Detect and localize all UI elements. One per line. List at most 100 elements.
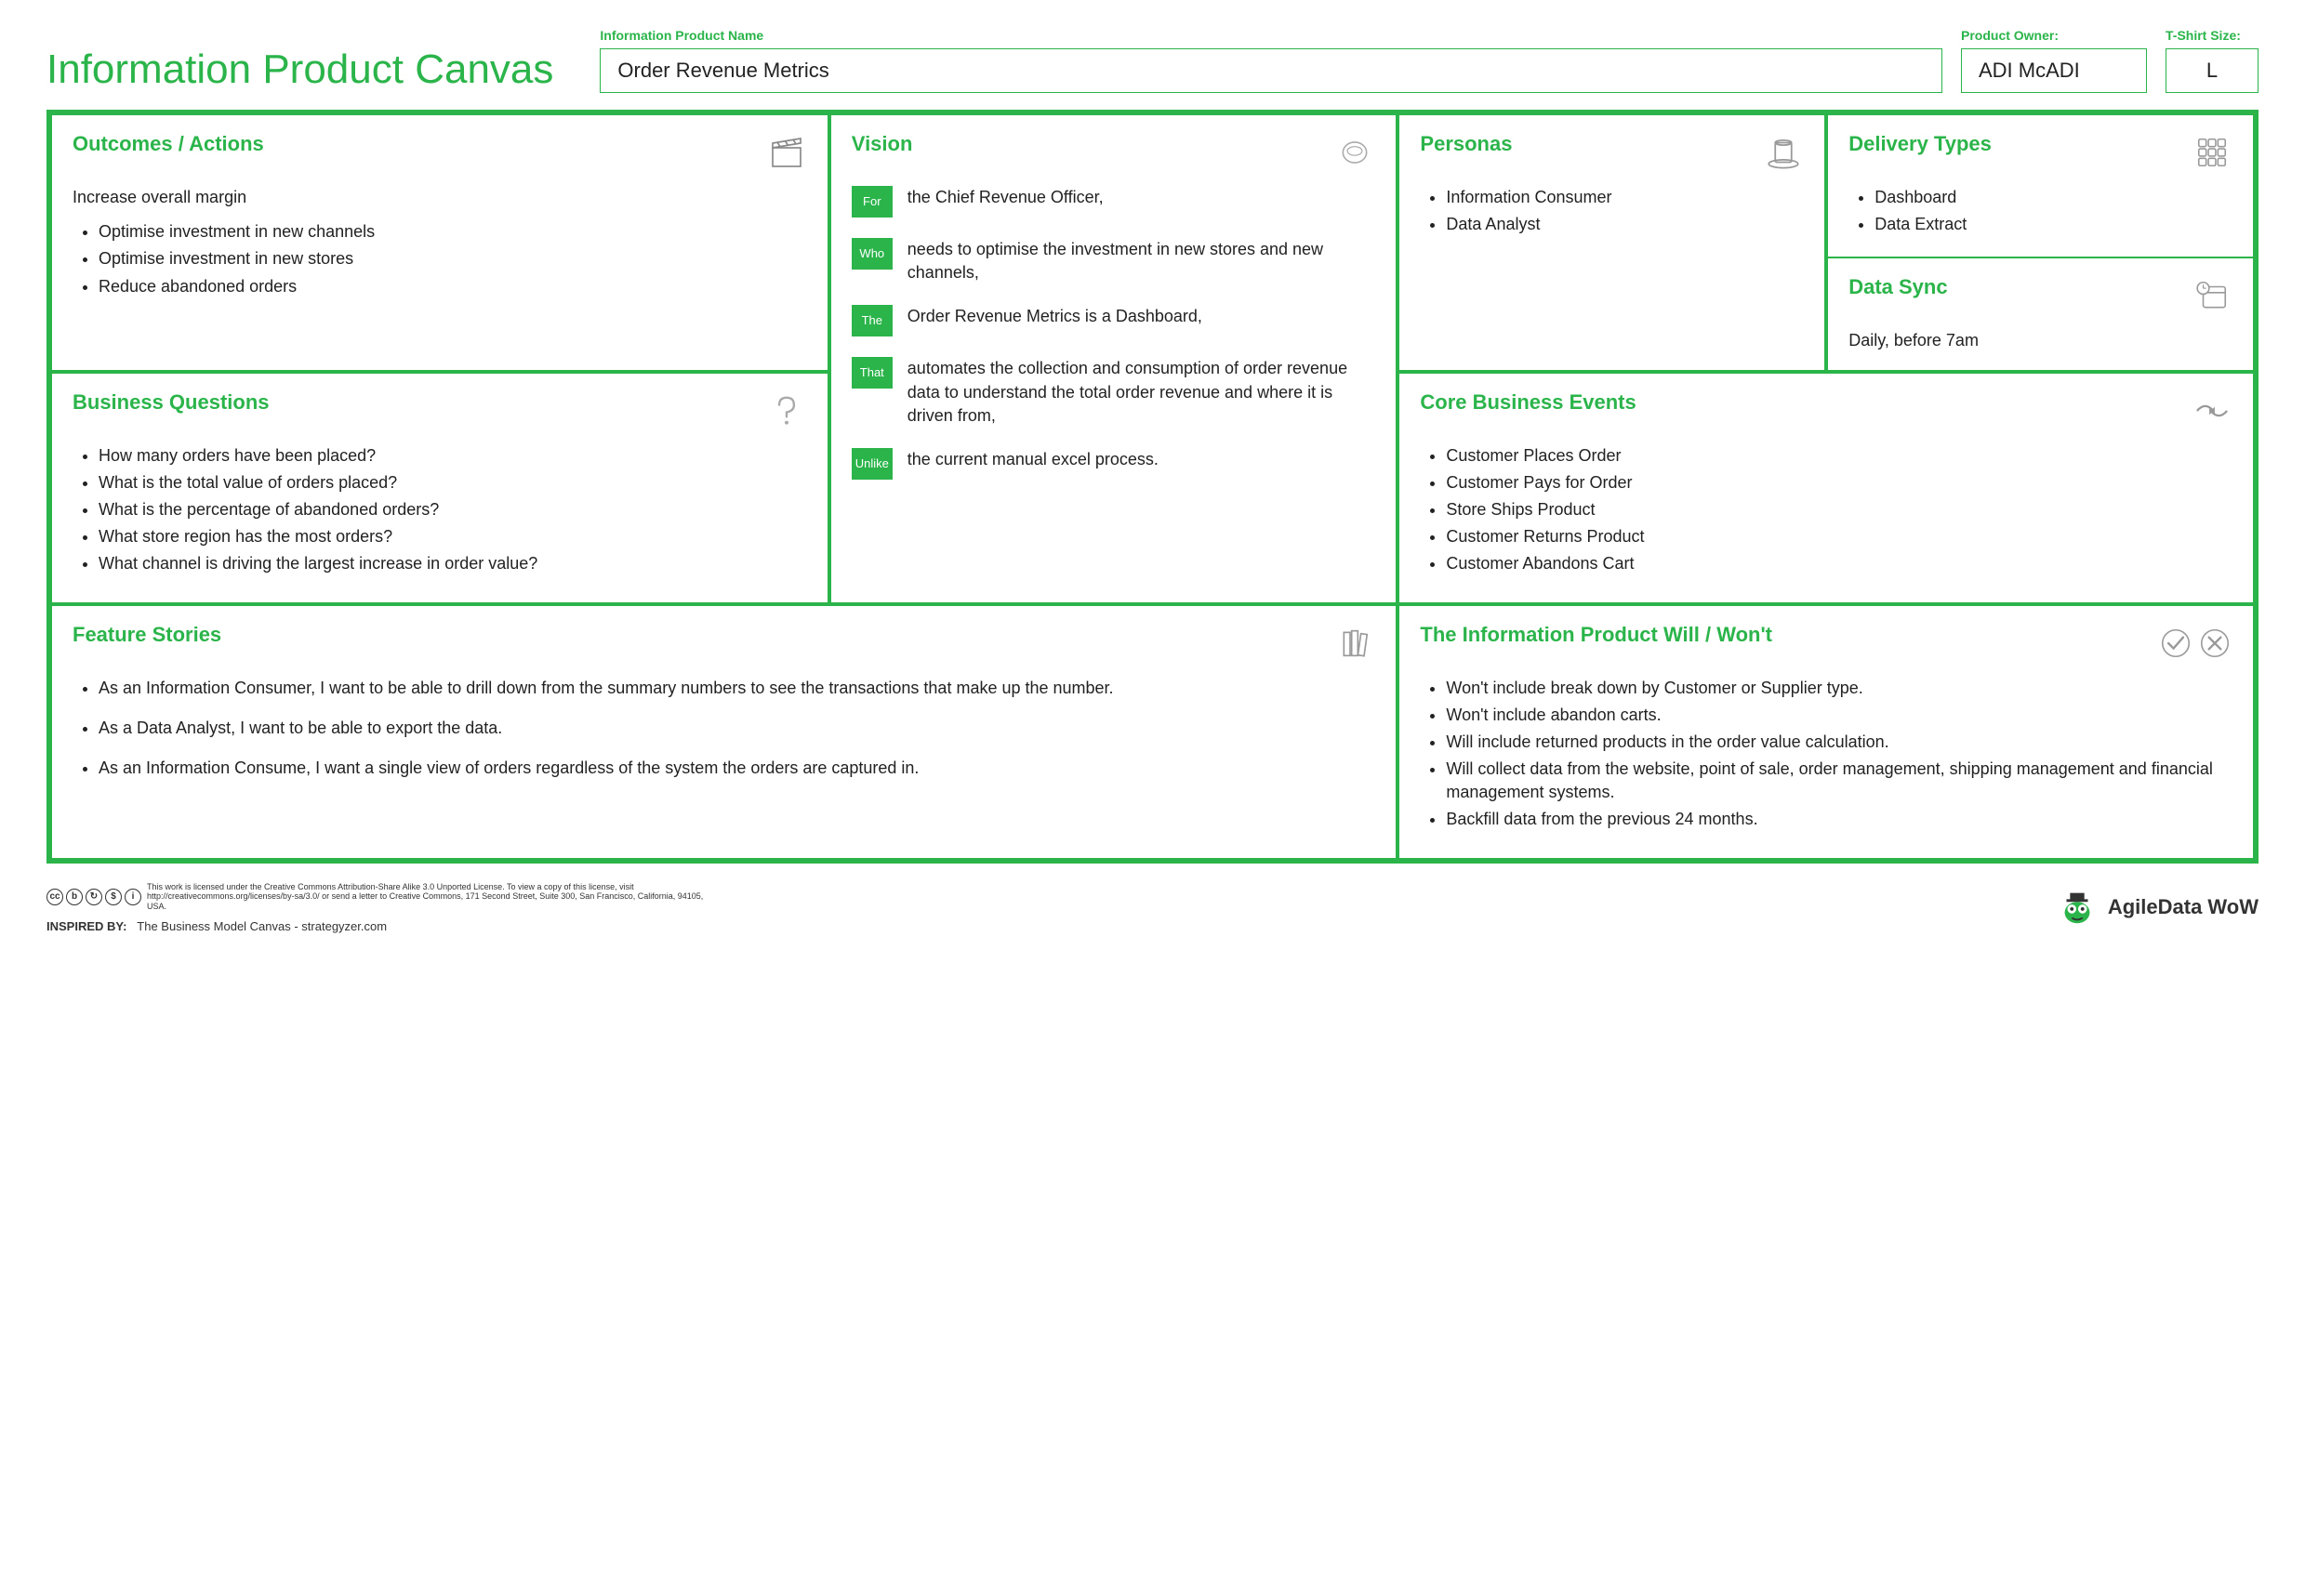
features-title: Feature Stories — [73, 623, 221, 647]
vision-text: Order Revenue Metrics is a Dashboard, — [907, 305, 1376, 328]
link-arrows-icon — [2192, 390, 2232, 431]
header-row: Information Product Canvas Information P… — [46, 28, 2259, 93]
list-item: Won't include abandon carts. — [1446, 704, 2232, 727]
delivery-list: Dashboard Data Extract — [1848, 186, 2232, 236]
vision-tag: Who — [852, 238, 893, 270]
sync-title: Data Sync — [1848, 275, 1947, 299]
owner-value[interactable]: ADI McADI — [1961, 48, 2147, 93]
list-item: Backfill data from the previous 24 month… — [1446, 808, 2232, 831]
size-label: T-Shirt Size: — [2166, 28, 2259, 43]
size-value[interactable]: L — [2166, 48, 2259, 93]
inspired-label: INSPIRED BY: — [46, 919, 126, 933]
books-icon — [1334, 623, 1375, 664]
personas-title: Personas — [1420, 132, 1512, 156]
events-list: Customer Places Order Customer Pays for O… — [1420, 444, 2232, 576]
bizq-title: Business Questions — [73, 390, 270, 415]
vision-row: Who needs to optimise the investment in n… — [852, 238, 1376, 284]
delivery-sync-column: Delivery Types Dashboard Data Extract Dat… — [1826, 113, 2255, 372]
list-item: What is the total value of orders placed… — [99, 471, 807, 495]
outcomes-title: Outcomes / Actions — [73, 132, 264, 156]
outcomes-list: Optimise investment in new channels Optim… — [73, 220, 807, 298]
size-field: T-Shirt Size: L — [2166, 28, 2259, 93]
vision-tag: Unlike — [852, 448, 893, 480]
events-title: Core Business Events — [1420, 390, 1636, 415]
list-item: Dashboard — [1874, 186, 2232, 209]
sync-cell: Data Sync Daily, before 7am — [1826, 257, 2255, 371]
delivery-cell: Delivery Types Dashboard Data Extract — [1826, 113, 2255, 257]
list-item: As a Data Analyst, I want to be able to … — [99, 717, 1375, 740]
product-name-field: Information Product Name Order Revenue M… — [600, 28, 1942, 93]
list-item: Will collect data from the website, poin… — [1446, 758, 2232, 804]
list-item: Store Ships Product — [1446, 498, 2232, 521]
vision-tag: For — [852, 186, 893, 218]
list-item: Information Consumer — [1446, 186, 1804, 209]
personas-cell: Personas Information Consumer Data Analys… — [1398, 113, 1826, 372]
product-name-value[interactable]: Order Revenue Metrics — [600, 48, 1942, 93]
bizq-cell: Business Questions How many orders have … — [50, 372, 829, 604]
vision-text: automates the collection and consumption… — [907, 357, 1376, 428]
footer-left: cc b ↻ $ i This work is licensed under t… — [46, 882, 705, 933]
nc-icon: $ — [105, 889, 122, 905]
list-item: Customer Places Order — [1446, 444, 2232, 468]
vision-row: That automates the collection and consump… — [852, 357, 1376, 428]
list-item: Optimise investment in new stores — [99, 247, 807, 270]
cc-icon: cc — [46, 889, 63, 905]
list-item: Data Analyst — [1446, 213, 1804, 236]
vision-tag: That — [852, 357, 893, 389]
list-item: As an Information Consume, I want a sing… — [99, 757, 1375, 780]
footer: cc b ↻ $ i This work is licensed under t… — [46, 882, 2259, 933]
vision-title: Vision — [852, 132, 913, 156]
page-title: Information Product Canvas — [46, 46, 581, 93]
lens-icon — [1334, 132, 1375, 173]
owner-label: Product Owner: — [1961, 28, 2147, 43]
license-text: This work is licensed under the Creative… — [147, 882, 705, 912]
vision-text: needs to optimise the investment in new … — [907, 238, 1376, 284]
footer-brand: AgileData WoW — [2056, 886, 2259, 929]
delivery-title: Delivery Types — [1848, 132, 1992, 156]
cc-icons: cc b ↻ $ i — [46, 889, 141, 905]
tophat-icon — [1763, 132, 1804, 173]
outcomes-lead: Increase overall margin — [73, 186, 807, 209]
vision-row: The Order Revenue Metrics is a Dashboard, — [852, 305, 1376, 336]
calendar-clock-icon — [2192, 275, 2232, 316]
list-item: Optimise investment in new channels — [99, 220, 807, 244]
mascot-icon — [2056, 886, 2099, 929]
list-item: Reduce abandoned orders — [99, 275, 807, 298]
vision-row: For the Chief Revenue Officer, — [852, 186, 1376, 218]
outcomes-cell: Outcomes / Actions Increase overall marg… — [50, 113, 829, 372]
vision-cell: Vision For the Chief Revenue Officer, Whon… — [829, 113, 1398, 604]
canvas-grid: Outcomes / Actions Increase overall marg… — [46, 110, 2259, 864]
willwont-cell: The Information Product Will / Won't Won… — [1398, 604, 2255, 860]
vision-rows: For the Chief Revenue Officer, Who needs to… — [852, 186, 1376, 480]
list-item: Customer Returns Product — [1446, 525, 2232, 548]
list-item: What channel is driving the largest incr… — [99, 552, 807, 575]
question-icon — [766, 390, 807, 431]
vision-text: the current manual excel process. — [907, 448, 1376, 471]
vision-row: Unlike the current manual excel process. — [852, 448, 1376, 480]
bizq-list: How many orders have been placed?What is… — [73, 444, 807, 576]
list-item: Won't include break down by Customer or … — [1446, 677, 2232, 700]
features-list: As an Information Consumer, I want to be… — [73, 677, 1375, 781]
list-item: What is the percentage of abandoned orde… — [99, 498, 807, 521]
list-item: Customer Pays for Order — [1446, 471, 2232, 495]
clapperboard-icon — [766, 132, 807, 173]
willwont-list: Won't include break down by Customer or … — [1420, 677, 2232, 832]
list-item: Will include returned products in the or… — [1446, 731, 2232, 754]
list-item: As an Information Consumer, I want to be… — [99, 677, 1375, 700]
vision-tag: The — [852, 305, 893, 336]
list-item: Customer Abandons Cart — [1446, 552, 2232, 575]
features-cell: Feature Stories As an Information Consum… — [50, 604, 1398, 860]
willwont-title: The Information Product Will / Won't — [1420, 623, 1772, 647]
list-item: Data Extract — [1874, 213, 2232, 236]
sa-icon: ↻ — [86, 889, 102, 905]
inspired-text: The Business Model Canvas - strategyzer.… — [137, 919, 387, 933]
vision-text: the Chief Revenue Officer, — [907, 186, 1376, 209]
info-icon: i — [125, 889, 141, 905]
by-icon: b — [66, 889, 83, 905]
grid-icon — [2192, 132, 2232, 173]
owner-field: Product Owner: ADI McADI — [1961, 28, 2147, 93]
brand-text: AgileData WoW — [2108, 895, 2259, 919]
product-name-label: Information Product Name — [600, 28, 1942, 43]
personas-list: Information Consumer Data Analyst — [1420, 186, 1804, 236]
check-cross-icon — [2149, 623, 2232, 664]
